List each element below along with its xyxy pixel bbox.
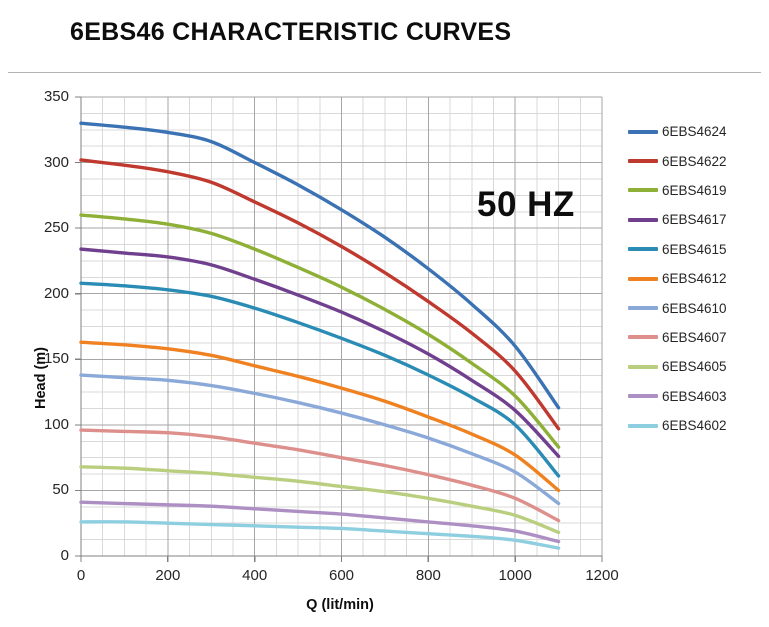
legend-item-6ebs4603[interactable]: 6EBS4603 <box>628 382 768 411</box>
legend-item-6ebs4624[interactable]: 6EBS4624 <box>628 117 768 146</box>
y-tick-label: 0 <box>60 547 69 564</box>
x-tick-label: 0 <box>76 567 86 584</box>
x-tick-label: 800 <box>415 567 441 584</box>
chart-legend: 6EBS4624 6EBS4622 6EBS4619 6EBS4617 6EBS4615… <box>628 117 768 440</box>
legend-item-6ebs4607[interactable]: 6EBS4607 <box>628 323 768 352</box>
page-title: 6EBS46 CHARACTERISTIC CURVES <box>70 18 512 46</box>
legend-swatch-icon <box>628 159 658 164</box>
legend-swatch-icon <box>628 247 658 252</box>
series-line-6ebs4612 <box>79 340 561 493</box>
x-tick-label: 1000 <box>498 567 532 584</box>
legend-item-label: 6EBS4607 <box>662 329 727 345</box>
legend-item-label: 6EBS4605 <box>662 359 727 375</box>
legend-item-label: 6EBS4602 <box>662 418 727 434</box>
legend-swatch-icon <box>628 335 658 340</box>
series-line-6ebs4610 <box>79 373 561 506</box>
y-tick-label: 250 <box>43 219 69 237</box>
series-line-6ebs4602 <box>79 520 561 550</box>
series-line-6ebs4624 <box>79 121 561 410</box>
legend-item-6ebs4612[interactable]: 6EBS4612 <box>628 264 768 293</box>
legend-item-label: 6EBS4610 <box>662 300 727 316</box>
plot-svg <box>75 96 603 562</box>
series-line-6ebs4603 <box>79 500 561 544</box>
legend-swatch-icon <box>628 394 658 399</box>
legend-item-6ebs4617[interactable]: 6EBS4617 <box>628 205 768 234</box>
y-tick-label: 200 <box>43 284 69 302</box>
legend-swatch-icon <box>628 188 658 193</box>
legend-item-6ebs4615[interactable]: 6EBS4615 <box>628 235 768 264</box>
x-tick-label: 200 <box>155 567 181 584</box>
legend-item-label: 6EBS4615 <box>662 241 727 257</box>
chart-canvas: 0 50 100 150 200 250 300 350 0 200 400 600 800 1000 1… <box>0 80 769 627</box>
series-line-6ebs4622 <box>79 158 561 431</box>
series-line-6ebs4619 <box>79 213 561 449</box>
legend-swatch-icon <box>628 217 658 222</box>
legend-item-6ebs4610[interactable]: 6EBS4610 <box>628 293 768 322</box>
series-line-6ebs4605 <box>79 465 561 535</box>
legend-swatch-icon <box>628 276 658 281</box>
legend-item-label: 6EBS4617 <box>662 212 727 228</box>
series-line-6ebs4617 <box>79 247 561 459</box>
series-line-6ebs4615 <box>79 281 561 478</box>
x-axis-title: Q (lit/min) <box>306 597 374 613</box>
legend-swatch-icon <box>628 364 658 369</box>
header-divider <box>8 72 761 73</box>
y-tick-label: 350 <box>43 88 69 105</box>
y-tick-label: 100 <box>43 415 69 433</box>
legend-item-label: 6EBS4603 <box>662 388 727 404</box>
legend-swatch-icon <box>628 423 658 428</box>
x-tick-label: 1200 <box>585 567 619 584</box>
y-tick-label: 50 <box>52 481 69 499</box>
frequency-annotation: 50 HZ <box>477 185 575 224</box>
y-tick-label: 150 <box>43 350 69 368</box>
legend-item-6ebs4622[interactable]: 6EBS4622 <box>628 146 768 175</box>
series-line-6ebs4607 <box>79 428 561 523</box>
x-tick-label: 400 <box>242 567 268 584</box>
legend-swatch-icon <box>628 306 658 311</box>
x-tick-label: 600 <box>328 567 355 584</box>
legend-item-label: 6EBS4619 <box>662 182 727 198</box>
y-axis-title: Head (m) <box>33 346 49 410</box>
legend-item-6ebs4602[interactable]: 6EBS4602 <box>628 411 768 440</box>
y-tick-label: 300 <box>43 153 69 171</box>
tick-marks <box>75 96 603 562</box>
legend-item-6ebs4619[interactable]: 6EBS4619 <box>628 176 768 205</box>
data-series <box>79 121 561 550</box>
legend-item-6ebs4605[interactable]: 6EBS4605 <box>628 352 768 381</box>
legend-swatch-icon <box>628 129 658 134</box>
legend-item-label: 6EBS4624 <box>662 124 727 140</box>
legend-item-label: 6EBS4612 <box>662 271 727 287</box>
legend-item-label: 6EBS4622 <box>662 153 727 169</box>
